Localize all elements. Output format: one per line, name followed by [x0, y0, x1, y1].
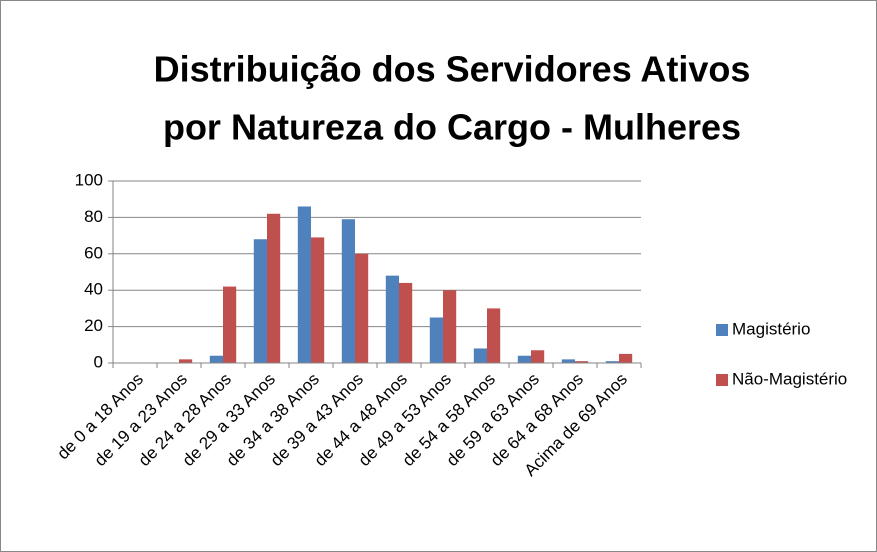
bar [473, 348, 487, 363]
bar [179, 359, 193, 363]
legend-label: Magistério [732, 319, 810, 338]
bar [399, 282, 413, 363]
bar [209, 355, 223, 363]
bar [253, 239, 267, 363]
bar [429, 317, 443, 363]
bar [531, 350, 545, 363]
y-tick-label: 60 [84, 243, 103, 262]
y-tick-label: 40 [84, 280, 103, 299]
bar [385, 275, 399, 363]
bar [355, 253, 369, 363]
chart-title: por Natureza do Cargo - Mulheres [163, 107, 741, 148]
bar [517, 355, 531, 363]
chart-title: Distribuição dos Servidores Ativos [154, 49, 751, 90]
bar [311, 237, 325, 363]
bar [561, 359, 575, 363]
bar [619, 353, 633, 363]
legend-label: Não-Magistério [732, 369, 847, 388]
bar [341, 219, 355, 363]
bar [297, 206, 311, 363]
bar [487, 308, 501, 363]
y-tick-label: 100 [75, 170, 103, 189]
y-tick-label: 20 [84, 316, 103, 335]
legend-swatch [716, 324, 728, 336]
bar [575, 361, 589, 363]
legend-swatch [716, 374, 728, 386]
bar [267, 213, 281, 363]
y-tick-label: 0 [94, 352, 103, 371]
bar [443, 290, 457, 363]
y-tick-label: 80 [84, 207, 103, 226]
bar [605, 361, 619, 363]
bar [223, 286, 237, 363]
